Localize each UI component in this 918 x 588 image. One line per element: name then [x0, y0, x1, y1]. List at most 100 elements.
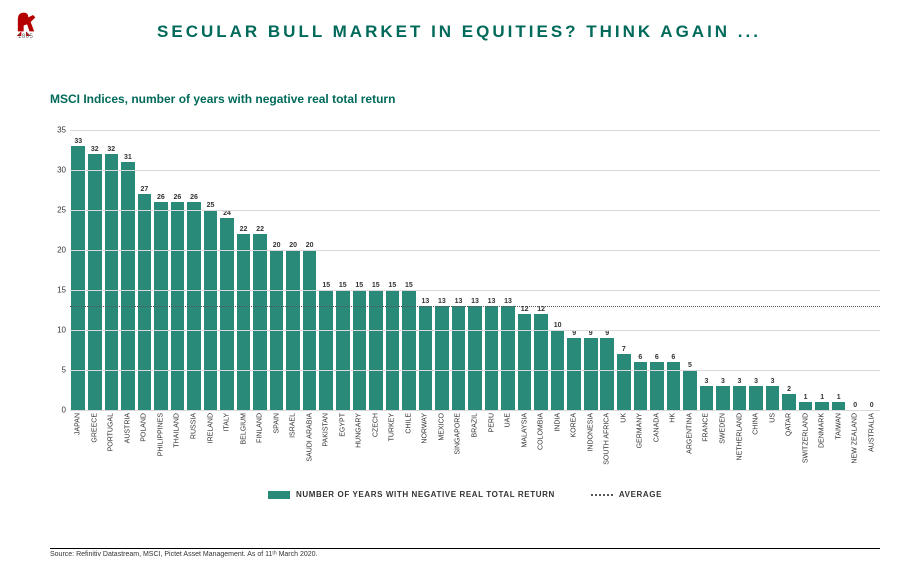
bar-value: 20: [306, 242, 314, 250]
bar: 31: [121, 162, 135, 410]
legend-series-label: NUMBER OF YEARS WITH NEGATIVE REAL TOTAL…: [296, 490, 555, 499]
bar-value: 22: [240, 226, 248, 234]
bar-slot: 15CZECH: [368, 130, 385, 410]
bar: 9: [567, 338, 581, 410]
bar-slot: 10INDIA: [549, 130, 566, 410]
bar-label: MALAYSIA: [521, 410, 528, 448]
bar-value: 15: [339, 282, 347, 290]
legend-swatch-avg: [591, 494, 613, 496]
bar-label: FINLAND: [257, 410, 264, 443]
bar-label: SWEDEN: [719, 410, 726, 444]
bar: 1: [799, 402, 813, 410]
bar-value: 9: [605, 330, 609, 338]
bar-slot: 32GREECE: [87, 130, 104, 410]
gridline: [70, 370, 880, 371]
bar-value: 15: [405, 282, 413, 290]
bar-slot: 0NEW ZEALAND: [847, 130, 864, 410]
bar-slot: 1SWITZERLAND: [797, 130, 814, 410]
bar: 9: [584, 338, 598, 410]
legend-avg: AVERAGE: [591, 490, 662, 499]
bar-value: 13: [504, 298, 512, 306]
bar-value: 13: [471, 298, 479, 306]
bar-value: 33: [74, 138, 82, 146]
bar-value: 27: [140, 186, 148, 194]
bar-label: AUSTRIA: [124, 410, 131, 443]
bar: 1: [815, 402, 829, 410]
bar: 15: [369, 290, 383, 410]
bar-slot: 33JAPAN: [70, 130, 87, 410]
bar-value: 3: [704, 378, 708, 386]
bar-slot: 26RUSSIA: [186, 130, 203, 410]
chart-subtitle: MSCI Indices, number of years with negat…: [50, 92, 395, 106]
bar-value: 6: [638, 354, 642, 362]
bar-value: 3: [754, 378, 758, 386]
bar-label: MEXICO: [438, 410, 445, 441]
source-note: Source: Refinitiv Datastream, MSCI, Pict…: [50, 548, 880, 558]
bar: 22: [253, 234, 267, 410]
bar: 15: [319, 290, 333, 410]
bar: 15: [336, 290, 350, 410]
bar: 3: [749, 386, 763, 410]
bar-value: 25: [207, 202, 215, 210]
legend: NUMBER OF YEARS WITH NEGATIVE REAL TOTAL…: [50, 490, 880, 499]
bar-slot: 3NETHERLAND: [731, 130, 748, 410]
bar-label: JAPAN: [75, 410, 82, 435]
bar-slot: 15EGYPT: [335, 130, 352, 410]
bar-label: NETHERLAND: [736, 410, 743, 460]
gridline: [70, 130, 880, 131]
bar-label: AUSTRALIA: [868, 410, 875, 452]
bar-value: 13: [455, 298, 463, 306]
bar-slot: 15CHILE: [401, 130, 418, 410]
bar-label: COLOMBIA: [538, 410, 545, 450]
bar-label: ITALY: [224, 410, 231, 431]
gridline: [70, 210, 880, 211]
bar-label: SOUTH AFRICA: [604, 410, 611, 465]
bar-value: 0: [870, 402, 874, 410]
bar-value: 15: [372, 282, 380, 290]
bar: 13: [419, 306, 433, 410]
bar-value: 10: [554, 322, 562, 330]
gridline: [70, 290, 880, 291]
bar: 3: [700, 386, 714, 410]
bar-value: 12: [521, 306, 529, 314]
ytick-label: 15: [52, 286, 66, 295]
ytick-label: 25: [52, 206, 66, 215]
bar: 12: [518, 314, 532, 410]
bar: 13: [485, 306, 499, 410]
bar-value: 6: [671, 354, 675, 362]
bar: 5: [683, 370, 697, 410]
page-title: SECULAR BULL MARKET IN EQUITIES? THINK A…: [0, 22, 918, 42]
bar: 22: [237, 234, 251, 410]
bar-slot: 20SAUDI ARABIA: [301, 130, 318, 410]
bar-slot: 20ISRAEL: [285, 130, 302, 410]
bar: 3: [716, 386, 730, 410]
bar-slot: 12MALAYSIA: [516, 130, 533, 410]
legend-series: NUMBER OF YEARS WITH NEGATIVE REAL TOTAL…: [268, 490, 555, 499]
bar-label: SINGAPORE: [455, 410, 462, 455]
plot-area: 33JAPAN32GREECE32PORTUGAL31AUSTRIA27POLA…: [70, 130, 880, 410]
gridline: [70, 410, 880, 411]
bar-slot: 13BRAZIL: [467, 130, 484, 410]
bar-value: 3: [771, 378, 775, 386]
bar-slot: 3FRANCE: [698, 130, 715, 410]
bar-slot: 26PHILIPPINES: [153, 130, 170, 410]
ytick-label: 0: [52, 406, 66, 415]
bar-slot: 15HUNGARY: [351, 130, 368, 410]
bar: 15: [353, 290, 367, 410]
bar-label: HK: [670, 410, 677, 423]
bar-label: TURKEY: [389, 410, 396, 441]
bar: 9: [600, 338, 614, 410]
bar-label: UK: [620, 410, 627, 423]
bar-slot: 13SINGAPORE: [450, 130, 467, 410]
bar-slot: 0AUSTRALIA: [864, 130, 881, 410]
bar-label: CANADA: [653, 410, 660, 442]
bar-value: 0: [853, 402, 857, 410]
bar: 3: [733, 386, 747, 410]
gridline: [70, 330, 880, 331]
bar: 2: [782, 394, 796, 410]
bar-value: 31: [124, 154, 132, 162]
bar-slot: 9KOREA: [566, 130, 583, 410]
bar-slot: 6GERMANY: [632, 130, 649, 410]
bar-value: 2: [787, 386, 791, 394]
bar-slot: 3US: [764, 130, 781, 410]
